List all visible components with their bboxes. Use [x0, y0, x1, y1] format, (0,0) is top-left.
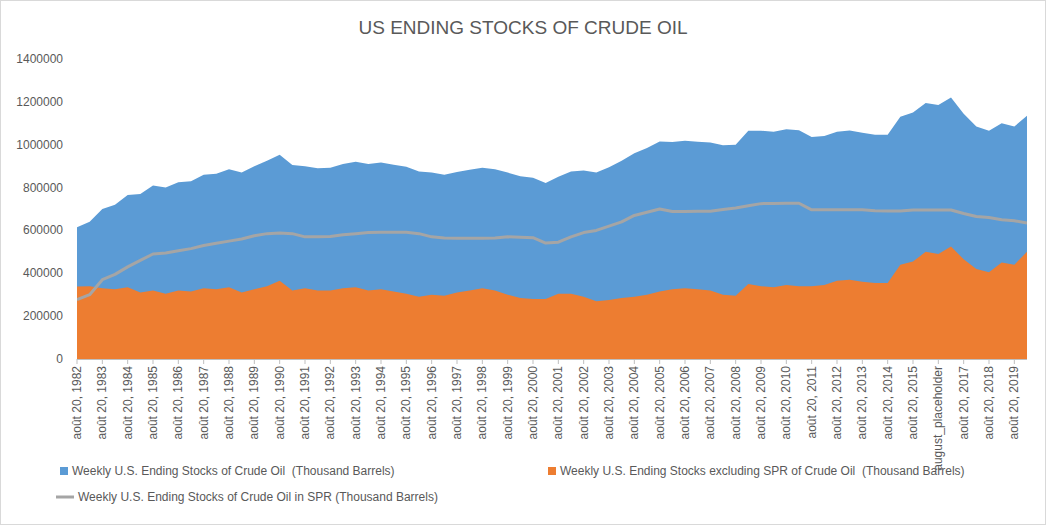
x-tick-label: août 20, 2008 [729, 366, 743, 440]
y-tick-label: 600000 [23, 223, 63, 237]
x-tick [1014, 359, 1015, 364]
x-tick-label: août 20, 1990 [273, 366, 287, 440]
x-tick-label: août 20, 1983 [95, 366, 109, 440]
x-tick [406, 359, 407, 364]
chart-border [1, 1, 1046, 525]
x-tick [609, 359, 610, 364]
x-tick [305, 359, 306, 364]
x-tick-label: août 20, 2004 [627, 366, 641, 440]
y-tick-label: 0 [56, 352, 63, 366]
x-tick [482, 359, 483, 364]
area [77, 247, 1027, 360]
title: US ENDING STOCKS OF CRUDE OIL [358, 17, 687, 38]
x-tick-label: août 20, 2006 [678, 366, 692, 440]
x-tick [634, 359, 635, 364]
x-tick [887, 359, 888, 364]
plot-area [77, 98, 1027, 359]
x-tick [735, 359, 736, 364]
x-tick-label: août 20, 1991 [298, 366, 312, 440]
x-tick-label: août 20, 1985 [146, 366, 160, 440]
x-tick [127, 359, 128, 364]
x-tick [811, 359, 812, 364]
x-tick [862, 359, 863, 364]
x-tick-label: août 20, 1982 [70, 366, 84, 440]
x-tick [431, 359, 432, 364]
x-tick-label: août 20, 2002 [577, 366, 591, 440]
x-tick-label: août 20, 1986 [171, 366, 185, 440]
x-tick-label: août 20, 1984 [121, 366, 135, 440]
x-tick-label: août 20, 1987 [197, 366, 211, 440]
x-axis [77, 359, 1027, 360]
legend-swatch [548, 467, 556, 475]
x-tick-label: août 20, 2017 [957, 366, 971, 440]
x-tick-label: août 20, 2000 [526, 366, 540, 440]
x-tick-label: août 20, 2013 [855, 366, 869, 440]
area [77, 98, 1027, 359]
x-tick [761, 359, 762, 364]
x-tick-label: août 20, 1996 [425, 366, 439, 440]
x-tick [938, 359, 939, 364]
x-tick [203, 359, 204, 364]
x-tick-label: août 20, 1995 [399, 366, 413, 440]
x-tick [381, 359, 382, 364]
x-tick [913, 359, 914, 364]
y-tick-label: 1000000 [16, 138, 63, 152]
x-tick [153, 359, 154, 364]
x-tick [77, 359, 78, 364]
x-tick-label: août 20, 2015 [906, 366, 920, 440]
x-tick [583, 359, 584, 364]
x-tick-label: août 20, 2007 [703, 366, 717, 440]
x-tick [685, 359, 686, 364]
x-tick [330, 359, 331, 364]
legend-label: Weekly U.S. Ending Stocks excluding SPR … [560, 464, 965, 478]
x-tick [507, 359, 508, 364]
y-tick-label: 1200000 [16, 95, 63, 109]
legend-label: Weekly U.S. Ending Stocks of Crude Oil (… [72, 464, 395, 478]
x-tick-label: août 20, 1997 [450, 366, 464, 440]
x-tick-label: août 20, 2009 [754, 366, 768, 440]
x-tick [178, 359, 179, 364]
x-tick-label: août 20, 2019 [1007, 366, 1021, 440]
legend-label: Weekly U.S. Ending Stocks of Crude Oil i… [78, 490, 438, 504]
x-tick [533, 359, 534, 364]
x-tick [457, 359, 458, 364]
x-tick-label: août 20, 2003 [602, 366, 616, 440]
x-tick [558, 359, 559, 364]
x-tick-label: août 20, 1999 [501, 366, 515, 440]
x-tick-label: août 20, 1992 [323, 366, 337, 440]
x-tick [254, 359, 255, 364]
x-tick-label: août 20, 2018 [982, 366, 996, 440]
x-tick [659, 359, 660, 364]
x-tick-label: août 20, 1998 [475, 366, 489, 440]
x-tick-label: août 20, 1994 [374, 366, 388, 440]
legend-swatch [60, 467, 68, 475]
x-tick [229, 359, 230, 364]
x-tick [355, 359, 356, 364]
y-tick-label: 400000 [23, 266, 63, 280]
x-tick-label: août 20, 1988 [222, 366, 236, 440]
x-tick [963, 359, 964, 364]
x-tick-label: août 20, 1989 [247, 366, 261, 440]
x-tick-label: août 20, 2011 [805, 366, 819, 439]
x-tick [710, 359, 711, 364]
x-tick [786, 359, 787, 364]
chart: US ENDING STOCKS OF CRUDE OIL 0 200000 4000… [0, 0, 1046, 525]
x-tick-label: août 20, 2005 [653, 366, 667, 440]
y-tick-label: 1400000 [16, 52, 63, 66]
x-tick [837, 359, 838, 364]
x-tick-label: août 20, 2010 [779, 366, 793, 440]
x-tick [102, 359, 103, 364]
x-tick-label: août 20, 2014 [881, 366, 895, 440]
x-tick-label: août 20, 2012 [830, 366, 844, 440]
x-tick-label: août 20, 1993 [349, 366, 363, 440]
y-tick-label: 800000 [23, 181, 63, 195]
x-tick-label: août 20, 2001 [551, 366, 565, 440]
line [77, 203, 1027, 299]
x-tick-label: august_placeholder [931, 366, 945, 471]
x-tick [279, 359, 280, 364]
y-tick-label: 200000 [23, 309, 63, 323]
x-tick [989, 359, 990, 364]
legend-swatch [56, 496, 74, 499]
